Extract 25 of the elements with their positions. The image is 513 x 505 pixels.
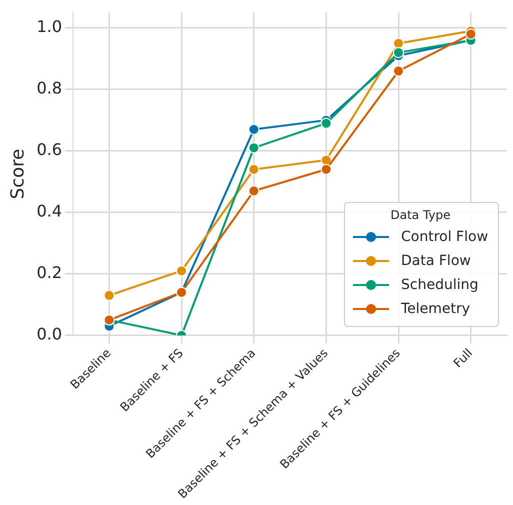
point (465, 28, 476, 40)
point (104, 290, 115, 301)
y-tick-label: 0.4 (36, 202, 62, 221)
y-tick-label: 0.2 (36, 263, 62, 282)
y-tick-label: 0.6 (36, 140, 62, 160)
y-tick-label: 1.0 (36, 17, 62, 36)
legend-label: Control Flow (401, 229, 488, 246)
y-tick-label: 0.8 (36, 78, 62, 98)
point (393, 38, 404, 49)
point (248, 142, 260, 154)
point (320, 164, 332, 175)
point (176, 265, 188, 276)
point (393, 47, 404, 58)
x-tick-label: Full (450, 346, 476, 370)
point (248, 185, 260, 196)
legend-title: Data Type (389, 208, 452, 222)
y-tick-label: 0.0 (36, 324, 62, 344)
point (248, 124, 260, 135)
legend-label: Data Flow (401, 253, 471, 270)
legend-label: Telemetry (401, 301, 470, 318)
legend-label: Scheduling (401, 277, 478, 294)
point (393, 66, 404, 77)
point (320, 118, 332, 129)
y-axis-title: Score (7, 148, 28, 200)
point (248, 164, 260, 175)
